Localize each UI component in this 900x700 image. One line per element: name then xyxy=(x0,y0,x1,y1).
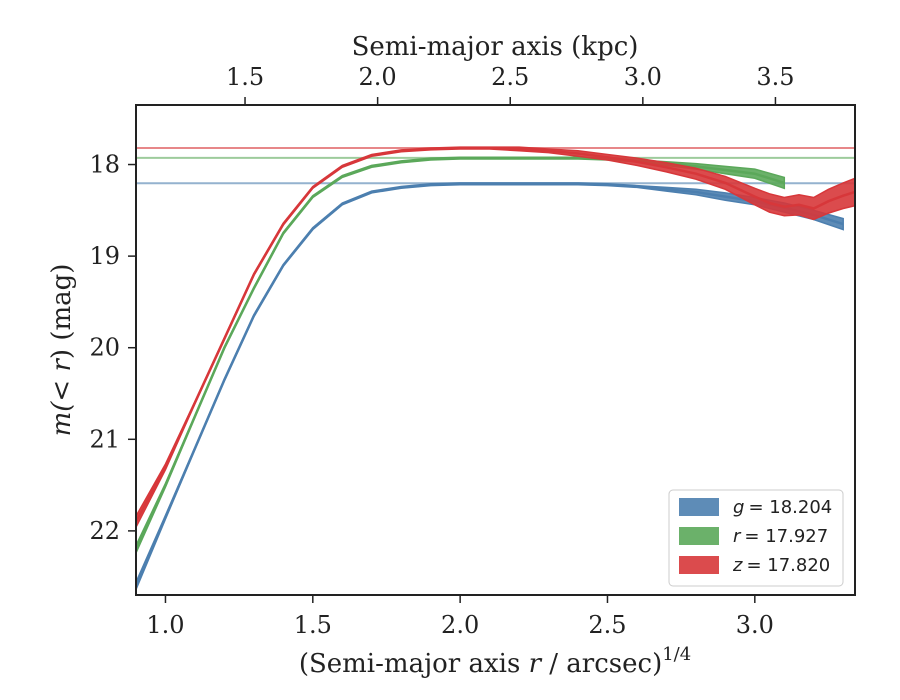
x-axis-title-var: r xyxy=(529,649,543,679)
x-axis-title-sup: 1/4 xyxy=(662,644,691,665)
x-tick-label-0: 1.0 xyxy=(146,611,184,639)
legend-label-g: g = 18.204 xyxy=(733,497,832,518)
plot-frame xyxy=(135,104,856,596)
x-tick-label-1: 1.5 xyxy=(294,611,332,639)
legend-swatch-r xyxy=(679,527,719,545)
x-axis-title: (Semi-major axis r / arcsec)1/4 xyxy=(299,644,691,679)
legend-var-r: r xyxy=(733,526,742,547)
x-axis-title-post: / arcsec) xyxy=(541,649,662,679)
top-axis-title: Semi-major axis (kpc) xyxy=(352,32,639,62)
curve-g xyxy=(136,182,844,587)
legend-value-g: = 18.204 xyxy=(748,497,832,518)
plot-area xyxy=(136,146,855,590)
y-axis-title-post: ) (mag) xyxy=(47,264,77,360)
top-tick-label-0: 1.5 xyxy=(226,63,264,91)
x-tick-label-2: 2.0 xyxy=(441,611,479,639)
legend-var-z: z xyxy=(732,555,743,576)
y-tick-label-1: 19 xyxy=(89,242,120,270)
y-tick-label-0: 18 xyxy=(89,151,120,179)
x-tick-label-3: 2.5 xyxy=(588,611,626,639)
x-axis-title-pre: (Semi-major axis xyxy=(299,649,529,679)
legend-swatch-g xyxy=(679,498,719,516)
top-tick-label-3: 3.0 xyxy=(624,63,662,91)
legend-value-r: = 17.927 xyxy=(744,526,828,547)
y-tick-label-2: 20 xyxy=(89,334,120,362)
y-axis-title-var: < r xyxy=(47,358,77,402)
axis-ticks: 1.0 1.5 2.0 2.5 3.0 18 19 20 21 22 1.5 2.0 2.5 3.0 3.5 xyxy=(89,63,794,639)
top-tick-label-2: 2.5 xyxy=(491,63,529,91)
curve-z xyxy=(136,146,855,523)
legend-label-r: r = 17.927 xyxy=(733,526,828,547)
legend-var-g: g xyxy=(733,497,744,518)
legend-label-z: z = 17.820 xyxy=(732,555,830,576)
x-tick-label-4: 3.0 xyxy=(736,611,774,639)
legend-swatch-z xyxy=(679,556,719,574)
top-tick-label-4: 3.5 xyxy=(756,63,794,91)
y-axis-title-pre: m( xyxy=(47,401,77,437)
legend-value-z: = 17.820 xyxy=(746,555,830,576)
y-axis-title: m(< r) (mag) xyxy=(47,264,77,437)
y-tick-label-4: 22 xyxy=(89,517,120,545)
top-tick-label-1: 2.0 xyxy=(359,63,397,91)
y-tick-label-3: 21 xyxy=(89,425,120,453)
